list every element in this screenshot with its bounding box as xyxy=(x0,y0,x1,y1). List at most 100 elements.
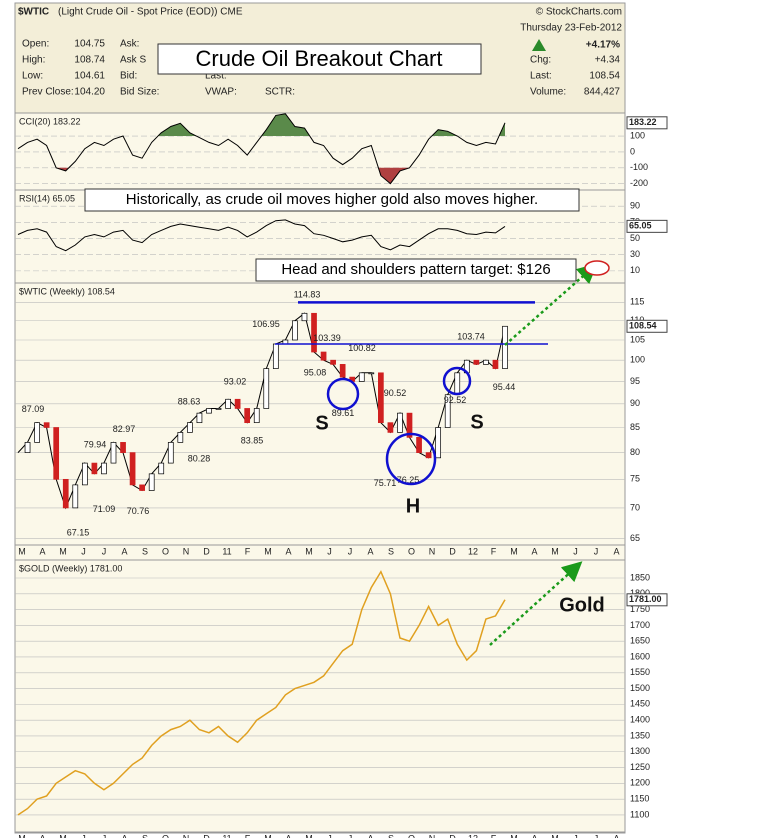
y-tick-label: 1400 xyxy=(630,715,650,725)
x-tick-label: J xyxy=(594,546,599,556)
x-tick-label: D xyxy=(449,833,456,838)
x-tick-label: M xyxy=(59,546,67,556)
candle xyxy=(263,368,270,409)
y-tick-label: 1200 xyxy=(630,778,650,788)
change-pct: +4.17% xyxy=(586,40,620,51)
x-tick-label: M xyxy=(510,833,518,838)
price-label: 88.63 xyxy=(178,397,201,407)
x-tick-label: O xyxy=(408,546,415,556)
y-tick-label: 1350 xyxy=(630,730,650,740)
field-value: 104.75 xyxy=(74,39,105,50)
field-label: Low: xyxy=(22,71,43,82)
x-tick-label: J xyxy=(573,833,578,838)
field-label: Ask: xyxy=(120,39,139,50)
x-tick-label: O xyxy=(162,833,169,838)
panel-title: $WTIC (Weekly) 108.54 xyxy=(19,286,115,296)
shoulder-circle xyxy=(442,366,472,396)
candle xyxy=(425,452,432,459)
x-tick-label: S xyxy=(142,833,148,838)
y-tick-label: 1700 xyxy=(630,620,650,630)
price-label: 83.85 xyxy=(241,436,264,446)
field-label: Open: xyxy=(22,39,49,50)
x-tick-label: J xyxy=(327,833,332,838)
x-tick-label: M xyxy=(305,546,313,556)
field-label: VWAP: xyxy=(205,87,237,98)
last-value-box xyxy=(626,116,668,130)
price-label: 103.74 xyxy=(457,331,485,341)
y-tick-label: 100 xyxy=(630,355,645,365)
price-label: 76.25 xyxy=(397,475,420,485)
candle xyxy=(62,478,69,509)
candle xyxy=(72,484,79,509)
x-tick-label: J xyxy=(348,546,353,556)
field-value: 104.61 xyxy=(74,71,105,82)
candle xyxy=(492,359,499,369)
y-tick-label: 95 xyxy=(630,376,640,386)
x-tick-label: M xyxy=(18,546,26,556)
candle xyxy=(215,408,222,410)
candle xyxy=(234,398,241,409)
x-tick-label: A xyxy=(613,833,619,838)
symbol: $WTIC xyxy=(18,7,49,18)
shoulder-circle xyxy=(326,377,360,411)
x-tick-label: D xyxy=(203,546,210,556)
panel-title: RSI(14) 65.05 xyxy=(19,193,75,203)
field-value: 108.74 xyxy=(74,55,105,66)
last-value: 1781.00 xyxy=(629,594,662,604)
candle xyxy=(167,442,174,464)
x-tick-label: N xyxy=(183,546,190,556)
panel xyxy=(14,559,626,833)
price-label: 95.44 xyxy=(493,382,516,392)
head-circle xyxy=(385,432,437,486)
x-tick-label: J xyxy=(81,833,86,838)
field-label: High: xyxy=(22,55,45,66)
x-tick-label: M xyxy=(264,546,272,556)
candle xyxy=(358,372,365,382)
candle xyxy=(311,312,317,353)
y-tick-label: 30 xyxy=(630,249,640,259)
field-label: Chg: xyxy=(530,55,551,66)
candle xyxy=(81,462,88,486)
price-label: 103.39 xyxy=(313,333,341,343)
candle xyxy=(91,462,98,475)
candle xyxy=(196,412,203,424)
x-tick-label: M xyxy=(305,833,313,838)
y-tick-label: 1550 xyxy=(630,667,650,677)
price-label: 92.52 xyxy=(444,395,467,405)
y-tick-label: 85 xyxy=(630,422,640,432)
chart-title: Crude Oil Breakout Chart xyxy=(196,46,443,71)
x-tick-label: M xyxy=(59,833,67,838)
candle xyxy=(187,422,193,433)
x-tick-label: O xyxy=(408,833,415,838)
date: Thursday 23-Feb-2012 xyxy=(520,23,622,34)
candle xyxy=(24,442,31,453)
price-label: 75.71 xyxy=(374,478,397,488)
x-tick-label: O xyxy=(162,546,169,556)
candle xyxy=(387,422,394,433)
x-tick-label: N xyxy=(183,833,190,838)
x-tick-label: M xyxy=(264,833,272,838)
candle xyxy=(206,408,212,414)
y-tick-label: 75 xyxy=(630,474,640,484)
panel-title: CCI(20) 183.22 xyxy=(19,116,81,126)
candle xyxy=(120,442,126,453)
price-label: 106.95 xyxy=(252,319,280,329)
field-label: Last: xyxy=(205,71,227,82)
candle xyxy=(368,372,375,375)
x-tick-label: J xyxy=(102,546,107,556)
credit: © StockCharts.com xyxy=(536,7,622,18)
x-tick-label: J xyxy=(81,546,86,556)
y-tick-label: 65 xyxy=(630,533,640,543)
price-label: 70.76 xyxy=(127,506,150,516)
y-tick-label: -200 xyxy=(630,178,648,188)
candle xyxy=(435,427,442,459)
background xyxy=(14,2,626,834)
candle xyxy=(253,408,260,424)
y-tick-label: 1600 xyxy=(630,651,650,661)
field-label: Prev Close: xyxy=(22,87,74,98)
gold-arrow xyxy=(489,561,583,646)
description: (Light Crude Oil - Spot Price (EOD)) CME xyxy=(58,7,243,18)
candle xyxy=(177,432,184,443)
